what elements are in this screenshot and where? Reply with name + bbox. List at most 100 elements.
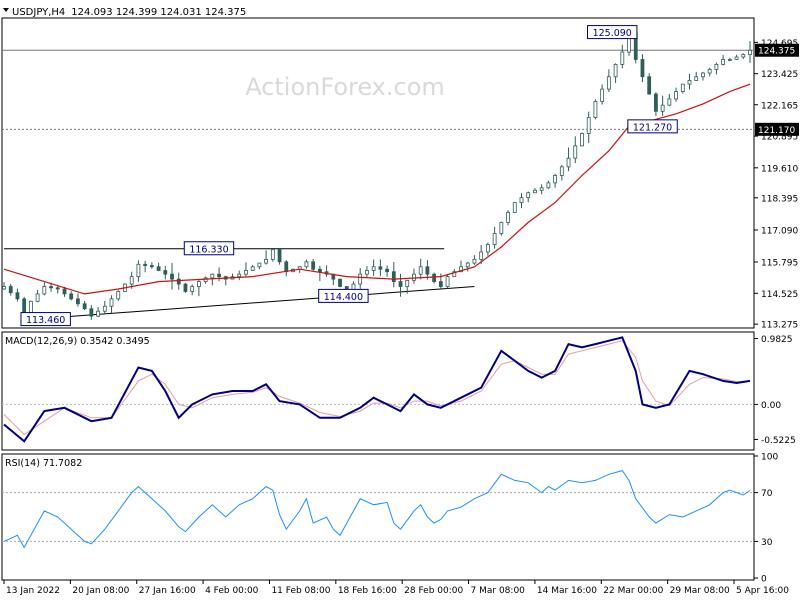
candle-body bbox=[250, 266, 255, 271]
price-y-tick-label: 119.610 bbox=[761, 164, 798, 174]
candle-body bbox=[190, 286, 195, 292]
candle-body bbox=[479, 251, 484, 260]
candle-body bbox=[472, 258, 477, 264]
price-panel-frame bbox=[1, 17, 755, 329]
candle-body bbox=[257, 262, 262, 268]
x-tick-label: 13 Jan 2022 bbox=[6, 586, 60, 596]
candle-body bbox=[687, 80, 692, 85]
price-label-box bbox=[20, 312, 71, 327]
candle-body bbox=[701, 72, 705, 78]
candle-body bbox=[680, 83, 685, 92]
candle-body bbox=[170, 273, 174, 280]
x-tick-label: 4 Feb 00:00 bbox=[205, 586, 259, 596]
candle-body bbox=[391, 271, 396, 282]
price-ref-label-box bbox=[755, 122, 799, 136]
price-ref-label: 124.375 bbox=[758, 47, 795, 57]
candle-body bbox=[109, 298, 114, 307]
candle-body bbox=[371, 266, 376, 271]
price-ref-label-box bbox=[755, 43, 799, 57]
price-y-tick-label: 113.275 bbox=[761, 321, 798, 331]
candle-body bbox=[526, 192, 531, 199]
price-label-box bbox=[627, 119, 678, 134]
macd-line bbox=[3, 336, 751, 443]
candle-body bbox=[22, 298, 27, 315]
candle-body bbox=[35, 293, 40, 302]
candle-body bbox=[721, 59, 726, 65]
candle-body bbox=[15, 292, 20, 300]
rsi-y-tick-label: 70 bbox=[761, 489, 773, 499]
candle-body bbox=[586, 117, 591, 134]
candle-body bbox=[264, 258, 269, 264]
symbol-ohlc-label: USDJPY,H4 124.093 124.399 124.031 124.375 bbox=[12, 7, 246, 18]
candle-body bbox=[277, 249, 282, 263]
price-label-box bbox=[318, 288, 369, 303]
candle-body bbox=[452, 271, 457, 278]
x-tick-label: 7 Mar 08:00 bbox=[471, 586, 526, 596]
macd-panel-frame bbox=[1, 331, 755, 451]
candle-body bbox=[485, 244, 490, 253]
candle-body bbox=[317, 268, 322, 273]
symbol-label: USDJPY,H4 bbox=[12, 7, 65, 18]
candle-body bbox=[76, 298, 80, 305]
candle-body bbox=[270, 249, 275, 260]
candle-body bbox=[102, 305, 107, 312]
candle-body bbox=[559, 166, 564, 176]
candle-body bbox=[176, 278, 181, 285]
candle-body bbox=[284, 261, 289, 273]
candle-body bbox=[311, 261, 316, 270]
price-y-tick-label: 117.090 bbox=[761, 227, 798, 237]
candle-body bbox=[546, 182, 551, 189]
candle-body bbox=[492, 233, 497, 245]
candle-body bbox=[156, 266, 161, 271]
symbol-dropdown-icon[interactable] bbox=[3, 8, 9, 12]
candle-body bbox=[42, 286, 47, 295]
x-tick-label: 27 Jan 16:00 bbox=[139, 586, 196, 596]
candle-body bbox=[136, 263, 141, 278]
candle-body bbox=[640, 59, 645, 78]
candle-body bbox=[438, 281, 443, 287]
candle-body bbox=[217, 273, 221, 278]
candle-body bbox=[116, 291, 121, 300]
price-label: 125.090 bbox=[593, 28, 632, 39]
rsi-y-tick-label: 100 bbox=[761, 453, 778, 463]
candle-body bbox=[667, 98, 672, 106]
candle-body bbox=[727, 59, 732, 61]
candle-body bbox=[412, 273, 416, 281]
candle-body bbox=[69, 293, 74, 300]
candle-body bbox=[580, 133, 584, 147]
rsi-y-tick-label: 30 bbox=[761, 538, 773, 548]
ohlc-values: 124.093 124.399 124.031 124.375 bbox=[71, 7, 246, 18]
candle-body bbox=[748, 49, 752, 55]
candle-body bbox=[149, 265, 154, 268]
candle-body bbox=[694, 76, 699, 81]
candle-body bbox=[55, 287, 60, 290]
candle-body bbox=[707, 68, 712, 74]
candle-body bbox=[82, 303, 87, 310]
candle-body bbox=[506, 212, 510, 223]
candle-body bbox=[647, 76, 652, 95]
candle-body bbox=[660, 104, 665, 112]
candle-body bbox=[512, 202, 517, 213]
candle-body bbox=[129, 276, 134, 285]
price-y-tick-label: 123.425 bbox=[761, 70, 798, 80]
candle-body bbox=[244, 270, 248, 275]
x-tick-label: 20 Jan 08:00 bbox=[72, 586, 129, 596]
x-tick-label: 14 Mar 16:00 bbox=[537, 586, 597, 596]
candle-body bbox=[62, 288, 67, 295]
rsi-title: RSI(14) 71.7082 bbox=[5, 458, 82, 469]
candle-body bbox=[8, 286, 13, 294]
candle-body bbox=[398, 281, 403, 287]
x-tick-label: 11 Feb 08:00 bbox=[271, 586, 330, 596]
price-y-tick-label: 115.795 bbox=[761, 258, 798, 268]
candle-body bbox=[533, 189, 537, 194]
candle-body bbox=[741, 54, 746, 58]
candle-body bbox=[365, 270, 369, 275]
candle-body bbox=[519, 197, 524, 204]
price-y-tick-label: 118.395 bbox=[761, 194, 798, 204]
candle-body bbox=[714, 64, 719, 70]
price-label: 113.460 bbox=[26, 315, 65, 326]
candle-body bbox=[432, 273, 437, 282]
candle-body bbox=[163, 270, 168, 275]
candle-body bbox=[96, 310, 100, 317]
drawn-layer: 124.695123.425122.165120.895119.610118.3… bbox=[2, 25, 799, 596]
